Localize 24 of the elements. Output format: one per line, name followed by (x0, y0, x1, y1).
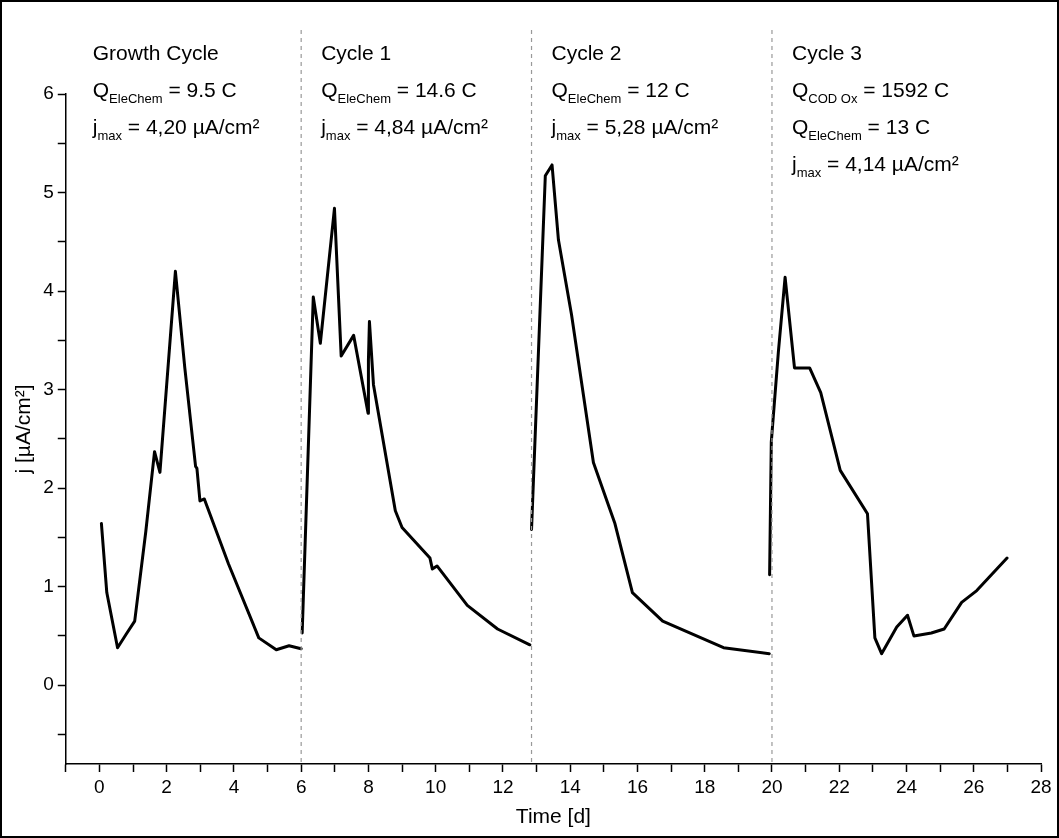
x-tick-label: 0 (94, 775, 105, 797)
y-axis-title: j [µA/cm²] (11, 384, 35, 475)
x-tick-label: 2 (161, 775, 172, 797)
x-tick-label: 22 (828, 775, 850, 797)
x-tick-label: 18 (694, 775, 716, 797)
x-tick-label: 10 (425, 775, 447, 797)
x-tick-label: 14 (559, 775, 582, 797)
x-tick-label: 4 (228, 775, 240, 797)
x-tick-label: 8 (363, 775, 374, 797)
x-tick-label: 16 (626, 775, 649, 797)
y-tick-label: 2 (43, 476, 54, 498)
y-tick-label: 5 (43, 180, 54, 202)
x-tick-label: 24 (895, 775, 918, 797)
y-tick-label: 4 (43, 279, 55, 301)
x-tick-label: 28 (1030, 775, 1052, 797)
y-tick-label: 0 (43, 673, 54, 695)
x-tick-label: 20 (761, 775, 783, 797)
x-tick-label: 6 (295, 775, 307, 797)
y-tick-label: 6 (43, 82, 54, 104)
x-tick-label: 12 (492, 775, 514, 797)
x-axis-title: Time [d] (515, 804, 591, 828)
x-tick-label: 26 (963, 775, 985, 797)
y-tick-label: 1 (43, 574, 54, 596)
y-tick-label: 3 (43, 377, 54, 399)
